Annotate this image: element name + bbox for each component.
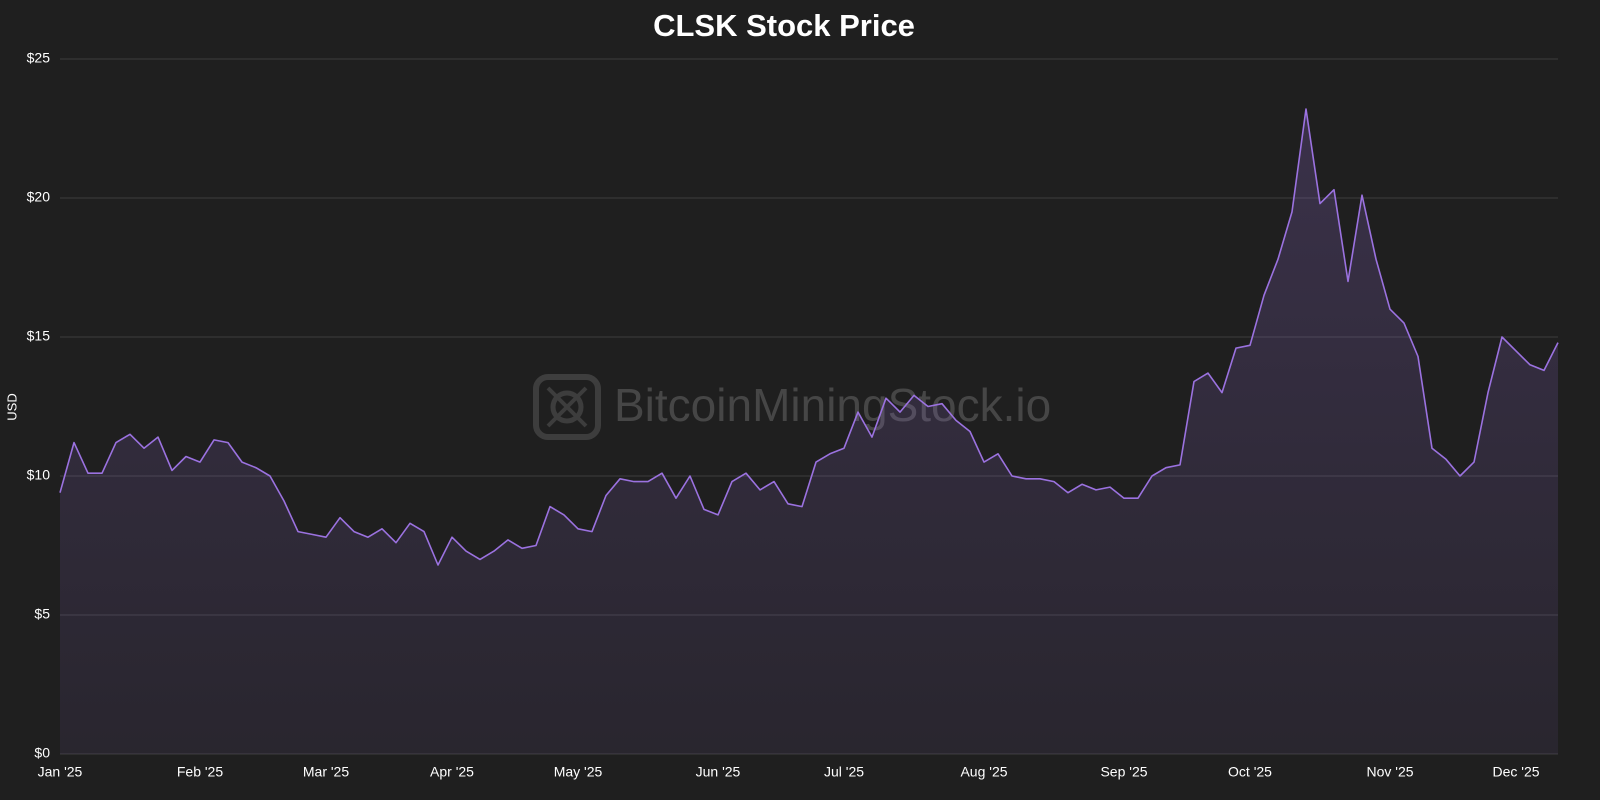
x-tick-label: Jan '25 [38,764,83,780]
price-line [59,108,1559,566]
y-tick-label: $15 [27,328,51,344]
y-tick-label: $10 [27,467,51,483]
area-fill [60,109,1558,754]
x-tick-label: May '25 [554,764,603,780]
watermark-icon [533,374,601,440]
x-tick-label: Jul '25 [824,764,864,780]
x-tick-label: Jun '25 [696,764,741,780]
x-tick-label: Feb '25 [177,764,223,780]
x-tick-label: Oct '25 [1228,764,1272,780]
x-tick-label: Nov '25 [1366,764,1413,780]
y-axis-label: USD [4,393,19,420]
x-tick-label: Dec '25 [1492,764,1539,780]
x-tick-label: Apr '25 [430,764,474,780]
y-tick-label: $0 [34,745,50,761]
x-tick-label: Mar '25 [303,764,349,780]
x-tick-label: Sep '25 [1100,764,1147,780]
x-tick-label: Aug '25 [960,764,1007,780]
y-tick-label: $25 [27,50,51,66]
y-tick-label: $5 [34,606,50,622]
watermark: BitcoinMiningStock.io [614,379,1051,431]
chart-title: CLSK Stock Price [653,8,915,43]
y-tick-label: $20 [27,189,51,205]
